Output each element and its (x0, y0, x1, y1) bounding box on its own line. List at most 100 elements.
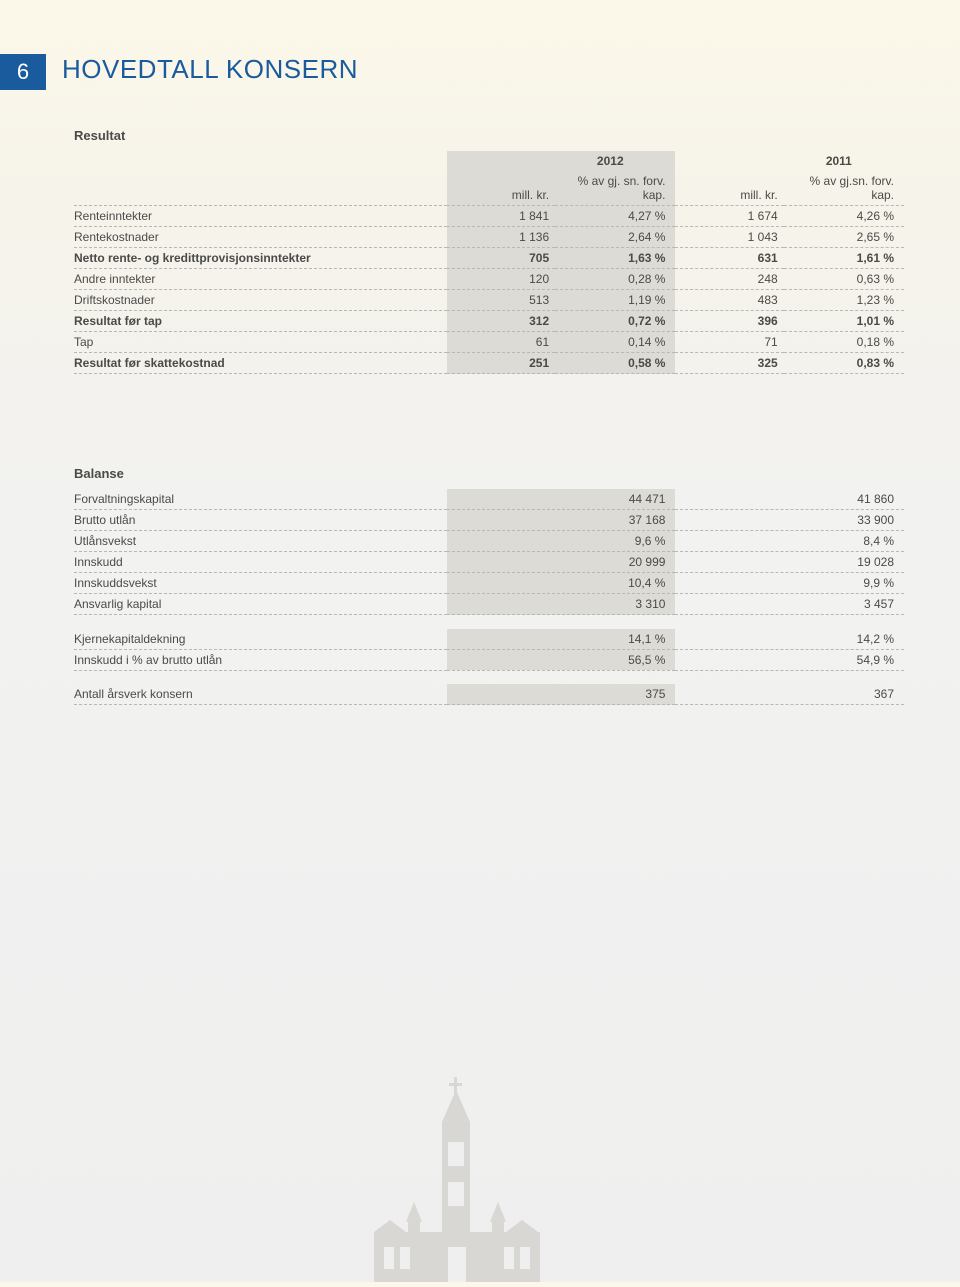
balanse-table: Forvaltningskapital44 47141 860Brutto ut… (74, 489, 904, 705)
row-label: Ansvarlig kapital (74, 594, 447, 615)
cell-value: 4,27 % (555, 206, 675, 227)
cell-value: 0,18 % (784, 332, 904, 353)
cell-value: 312 (447, 311, 555, 332)
resultat-heading: Resultat (74, 128, 904, 143)
cell-value: 71 (675, 332, 783, 353)
table-row: Netto rente- og kredittprovisjonsinntekt… (74, 248, 904, 269)
row-label: Brutto utlån (74, 510, 447, 531)
cell-value: 1,19 % (555, 290, 675, 311)
row-label: Kjernekapitaldekning (74, 629, 447, 650)
cell-value: 1,61 % (784, 248, 904, 269)
page-number: 6 (17, 59, 29, 85)
cell-value: 33 900 (675, 510, 904, 531)
cell-value: 37 168 (447, 510, 676, 531)
cell-value: 19 028 (675, 552, 904, 573)
cell-value: 44 471 (447, 489, 676, 510)
table-subheader-row: mill. kr. % av gj. sn. forv. kap. mill. … (74, 171, 904, 206)
subheader-blank (74, 171, 447, 206)
cell-value: 1 674 (675, 206, 783, 227)
cell-value: 0,72 % (555, 311, 675, 332)
cell-value: 631 (675, 248, 783, 269)
cell-value: 0,63 % (784, 269, 904, 290)
row-label: Renteinntekter (74, 206, 447, 227)
row-label: Andre inntekter (74, 269, 447, 290)
row-label: Netto rente- og kredittprovisjonsinntekt… (74, 248, 447, 269)
header-year-2012: 2012 (555, 151, 675, 171)
cell-value: 0,28 % (555, 269, 675, 290)
cell-value: 1 043 (675, 227, 783, 248)
row-label: Innskudd i % av brutto utlån (74, 649, 447, 670)
table-row: Brutto utlån37 16833 900 (74, 510, 904, 531)
row-label: Utlånsvekst (74, 531, 447, 552)
cell-value: 367 (675, 684, 904, 705)
cell-value: 1,63 % (555, 248, 675, 269)
spacer-row (74, 615, 904, 629)
cell-value: 20 999 (447, 552, 676, 573)
cell-value: 120 (447, 269, 555, 290)
cell-value: 1 841 (447, 206, 555, 227)
table-row: Driftskostnader5131,19 %4831,23 % (74, 290, 904, 311)
cell-value: 14,1 % (447, 629, 676, 650)
cell-value: 325 (675, 353, 783, 374)
cell-value: 14,2 % (675, 629, 904, 650)
cell-value: 9,9 % (675, 573, 904, 594)
table-row: Innskudd20 99919 028 (74, 552, 904, 573)
cell-value: 513 (447, 290, 555, 311)
table-row: Forvaltningskapital44 47141 860 (74, 489, 904, 510)
spacer-row (74, 670, 904, 684)
cell-value: 0,58 % (555, 353, 675, 374)
cell-value: 3 310 (447, 594, 676, 615)
row-label: Driftskostnader (74, 290, 447, 311)
page-number-badge: 6 (0, 54, 46, 90)
table-row: Kjernekapitaldekning14,1 %14,2 % (74, 629, 904, 650)
row-label: Innskuddsvekst (74, 573, 447, 594)
table-row: Innskudd i % av brutto utlån56,5 %54,9 % (74, 649, 904, 670)
cell-value: 10,4 % (447, 573, 676, 594)
cell-value: 41 860 (675, 489, 904, 510)
resultat-table: 2012 2011 mill. kr. % av gj. sn. forv. k… (74, 151, 904, 374)
cell-value: 61 (447, 332, 555, 353)
header-blank (675, 151, 783, 171)
cell-value: 8,4 % (675, 531, 904, 552)
church-icon (344, 1062, 564, 1287)
cell-value: 56,5 % (447, 649, 676, 670)
table-row: Renteinntekter1 8414,27 %1 6744,26 % (74, 206, 904, 227)
balanse-heading: Balanse (74, 466, 904, 481)
row-label: Resultat før tap (74, 311, 447, 332)
table-row: Ansvarlig kapital3 3103 457 (74, 594, 904, 615)
table-header-row: 2012 2011 (74, 151, 904, 171)
cell-value: 2,65 % (784, 227, 904, 248)
cell-value: 396 (675, 311, 783, 332)
table-row: Resultat før tap3120,72 %3961,01 % (74, 311, 904, 332)
table-row: Antall årsverk konsern375367 (74, 684, 904, 705)
cell-value: 0,14 % (555, 332, 675, 353)
table-row: Rentekostnader1 1362,64 %1 0432,65 % (74, 227, 904, 248)
table-row: Tap610,14 %710,18 % (74, 332, 904, 353)
subheader-millkr: mill. kr. (447, 171, 555, 206)
header-blank (447, 151, 555, 171)
cell-value: 1,01 % (784, 311, 904, 332)
cell-value: 9,6 % (447, 531, 676, 552)
table-row: Utlånsvekst9,6 %8,4 % (74, 531, 904, 552)
row-label: Rentekostnader (74, 227, 447, 248)
subheader-pct2: % av gj.sn. forv. kap. (784, 171, 904, 206)
cell-value: 0,83 % (784, 353, 904, 374)
row-label: Forvaltningskapital (74, 489, 447, 510)
cell-value: 2,64 % (555, 227, 675, 248)
row-label: Innskudd (74, 552, 447, 573)
subheader-millkr2: mill. kr. (675, 171, 783, 206)
table-row: Resultat før skattekostnad2510,58 %3250,… (74, 353, 904, 374)
header-blank (74, 151, 447, 171)
cell-value: 375 (447, 684, 676, 705)
header-year-2011: 2011 (784, 151, 904, 171)
table-row: Andre inntekter1200,28 %2480,63 % (74, 269, 904, 290)
balanse-section: Balanse Forvaltningskapital44 47141 860B… (74, 466, 904, 705)
cell-value: 248 (675, 269, 783, 290)
cell-value: 251 (447, 353, 555, 374)
row-label: Resultat før skattekostnad (74, 353, 447, 374)
page-title: HOVEDTALL KONSERN (62, 54, 358, 85)
cell-value: 1 136 (447, 227, 555, 248)
cell-value: 4,26 % (784, 206, 904, 227)
row-label: Tap (74, 332, 447, 353)
cell-value: 3 457 (675, 594, 904, 615)
